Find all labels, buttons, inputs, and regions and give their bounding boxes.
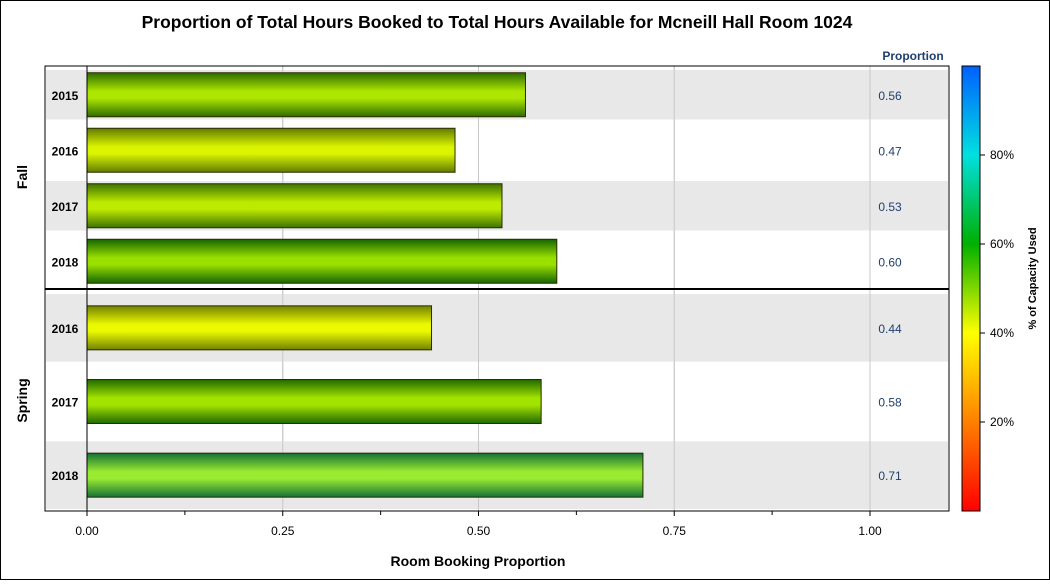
panel-label: Spring bbox=[14, 378, 30, 422]
value-label: 0.53 bbox=[878, 200, 902, 214]
category-label: 2018 bbox=[52, 255, 79, 269]
value-label: 0.60 bbox=[878, 255, 902, 269]
chart-title: Proportion of Total Hours Booked to Tota… bbox=[142, 12, 853, 32]
bar bbox=[86, 379, 542, 424]
colorbar-tick-label: 80% bbox=[990, 148, 1014, 162]
colorbar-tick-label: 60% bbox=[990, 237, 1014, 251]
bar bbox=[86, 183, 503, 229]
x-tick-label: 0.25 bbox=[271, 524, 295, 538]
x-tick-label: 0.00 bbox=[75, 524, 99, 538]
x-tick-label: 0.75 bbox=[663, 524, 687, 538]
value-column-header: Proportion bbox=[882, 49, 943, 63]
bar bbox=[86, 72, 526, 118]
bar bbox=[86, 238, 558, 284]
colorbar: 20% 40% 60% 80% % of Capacity Used bbox=[961, 65, 1039, 512]
colorbar-tick-label: 40% bbox=[990, 326, 1014, 340]
x-axis-label: Room Booking Proportion bbox=[391, 553, 566, 569]
value-label: 0.47 bbox=[878, 144, 902, 158]
value-label: 0.44 bbox=[878, 322, 902, 336]
category-label: 2017 bbox=[52, 396, 79, 410]
bar bbox=[86, 127, 456, 173]
value-label: 0.56 bbox=[878, 89, 902, 103]
value-label: 0.71 bbox=[878, 469, 902, 483]
x-tick-label: 1.00 bbox=[858, 524, 882, 538]
x-tick-label: 0.50 bbox=[467, 524, 491, 538]
colorbar-tick-label: 20% bbox=[990, 415, 1014, 429]
category-label: 2016 bbox=[52, 144, 79, 158]
value-label: 0.58 bbox=[878, 396, 902, 410]
bar bbox=[86, 452, 644, 498]
colorbar-label: % of Capacity Used bbox=[1027, 227, 1039, 329]
plot-area: Fall 2015 0.56 2016 0.47 2017 0.53 2018 0.60 Spri… bbox=[14, 65, 950, 538]
category-label: 2017 bbox=[52, 200, 79, 214]
category-label: 2016 bbox=[52, 322, 79, 336]
category-label: 2015 bbox=[52, 89, 79, 103]
category-label: 2018 bbox=[52, 469, 79, 483]
panel-label: Fall bbox=[14, 165, 30, 189]
colorbar-gradient bbox=[961, 65, 981, 512]
bar bbox=[86, 305, 433, 351]
